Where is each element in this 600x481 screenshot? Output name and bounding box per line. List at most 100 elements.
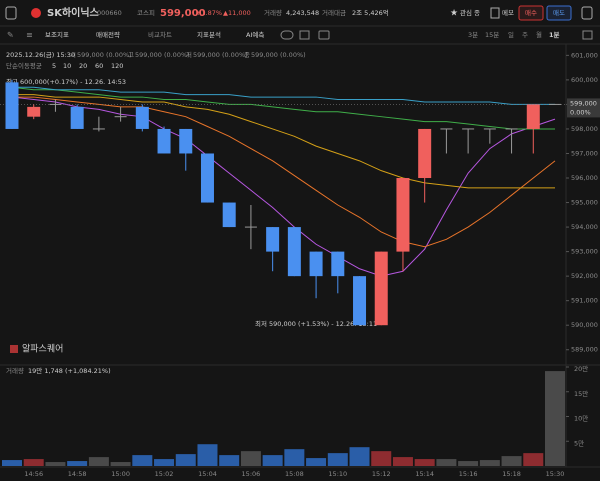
ma-line [12, 96, 556, 248]
volume-bar [306, 458, 327, 466]
candle-body [179, 128, 193, 154]
period-week[interactable]: 주 [522, 31, 528, 39]
info-key: 시 [70, 51, 76, 59]
candle-body [331, 251, 345, 277]
x-tick-label: 15:30 [546, 470, 565, 478]
y-tick-label: 601,000 [571, 51, 598, 59]
layout-icon[interactable] [299, 30, 310, 40]
price: 599,000 [160, 8, 206, 19]
expand-icon[interactable] [582, 30, 593, 40]
ma-legend-entry: 20 [79, 62, 87, 70]
x-tick-label: 15:14 [415, 470, 434, 478]
candle-body [266, 227, 280, 252]
buy-label[interactable]: 매수 [525, 9, 537, 17]
period-3m[interactable]: 3분 [468, 31, 478, 39]
y-tick-label: 593,000 [571, 248, 598, 256]
memo-icon [490, 7, 500, 19]
ma-line [12, 94, 555, 189]
memo-button[interactable]: 메모 [502, 9, 514, 17]
y-tick-label: 594,000 [571, 223, 598, 231]
volume-bar [45, 462, 66, 466]
period-15m[interactable]: 15분 [485, 31, 499, 39]
info-key: 종 [244, 51, 250, 59]
y-tick-label: 591,000 [571, 297, 598, 305]
tool-strategy[interactable]: 매매전략 [96, 30, 120, 39]
star-icon: ★ [450, 9, 458, 19]
logo [31, 8, 41, 18]
side-icon[interactable] [581, 6, 593, 20]
camera-icon[interactable] [318, 30, 330, 40]
y-tick-label: 595,000 [571, 199, 598, 207]
volume-bar [523, 453, 544, 466]
change: ▲11,000 [223, 9, 251, 17]
market: 코스피 [137, 8, 155, 17]
toggle-icon[interactable] [280, 30, 294, 40]
volume-bar [392, 457, 413, 466]
x-tick-label: 15:00 [111, 470, 130, 478]
volume-title: 거래량 [6, 366, 24, 375]
volume-bar [327, 453, 348, 466]
ma-legend-entry: 5 [52, 62, 56, 70]
tool-compare[interactable]: 비교차트 [148, 30, 172, 39]
info-key: 저 [186, 50, 192, 59]
info-value: 599,000 (0.00%) [77, 51, 132, 59]
candle-body [526, 104, 540, 129]
volume-bar [67, 461, 88, 466]
y-tick-label: 600,000 [571, 76, 598, 84]
candle-body [222, 202, 236, 228]
x-tick-label: 15:02 [155, 470, 174, 478]
tool-analysis[interactable]: 지표분석 [197, 30, 221, 39]
volume-bar [132, 455, 153, 466]
sell-button[interactable] [546, 5, 572, 21]
info-value: 599,000 (0.00%) [135, 51, 190, 59]
volume-bar [284, 449, 305, 466]
y-tick-label: 590,000 [571, 321, 598, 329]
volume-bar [458, 461, 479, 466]
volume-label: 거래량 [264, 8, 282, 17]
ma-line [11, 86, 555, 130]
ma-legend-entry: 60 [95, 62, 103, 70]
volume-bar [479, 460, 500, 466]
stock-name[interactable]: SK하이닉스 [47, 6, 99, 19]
volume-bar [23, 459, 44, 466]
volume-bar [545, 371, 565, 466]
amount: 2조 5,426억 [352, 9, 389, 17]
volume-bar [175, 454, 196, 466]
high-annotation: 최고 600,000(+0.17%) - 12.26. 14:53 [6, 77, 126, 86]
y2-tick-label: 15만 [574, 389, 588, 398]
ma-line [11, 96, 556, 277]
volume-bar [2, 460, 22, 466]
tool-indicator[interactable]: 보조지표 [45, 30, 69, 39]
candle-body [27, 106, 41, 117]
ma-legend-entry: 10 [63, 62, 71, 70]
volume-bar [436, 459, 457, 466]
candle-body [374, 251, 388, 326]
candle-body [396, 178, 410, 252]
tool-icon[interactable]: ≡ [26, 31, 33, 40]
y-tick-label: 592,000 [571, 272, 598, 280]
y2-tick-label: 10만 [574, 414, 588, 423]
volume-bar [110, 462, 131, 466]
volume-bar [501, 456, 522, 466]
panel-icon[interactable] [5, 6, 17, 20]
y-tick-label: 589,000 [571, 346, 598, 354]
period-day[interactable]: 일 [508, 30, 514, 39]
tool-ai[interactable]: AI예측 [246, 30, 264, 39]
low-annotation: 최저 590,000 (+1.53%) - 12.26. 15:11 [255, 319, 377, 328]
draw-icon[interactable]: ✎ [7, 31, 14, 40]
last-price-box [567, 98, 600, 118]
period-month[interactable]: 월 [536, 30, 542, 39]
x-tick-label: 15:06 [242, 470, 261, 478]
sell-label[interactable]: 매도 [553, 9, 565, 17]
volume-bar [197, 444, 218, 466]
x-tick-label: 15:08 [285, 470, 304, 478]
change-pct: +1.87% [196, 9, 222, 17]
info-key: 고 [128, 51, 134, 59]
period-1m[interactable]: 1분 [549, 30, 560, 39]
y-tick-label: 596,000 [571, 174, 598, 182]
candle-body [157, 128, 171, 154]
buy-button[interactable] [518, 5, 544, 21]
volume-bar [371, 451, 392, 466]
watch-button[interactable]: 관심 종 [460, 8, 480, 17]
